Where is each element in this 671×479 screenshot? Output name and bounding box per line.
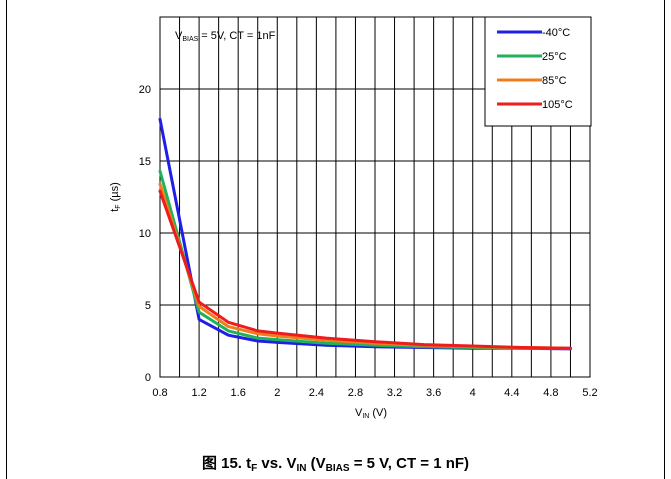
- caption-x-variable: VIN: [286, 455, 307, 474]
- y-tick-labels: 0 5 10 15 20: [139, 84, 151, 384]
- caption-y-variable: tF: [246, 455, 258, 474]
- caption-figure-number: 图 15.: [201, 455, 242, 472]
- plot-area: [159, 16, 591, 378]
- legend-label: 85°C: [542, 75, 567, 87]
- y-tick-label: 5: [145, 300, 151, 312]
- x-tick-labels: 0.8 1.2 1.6 2 2.4 2.8 3.2 3.6 4 4.4 4.8 5.2: [152, 387, 597, 399]
- x-tick-label: 4.8: [543, 387, 558, 399]
- series-line: [158, 117, 572, 351]
- legend: -40°C 25°C 85°C 105°C: [484, 16, 592, 127]
- x-tick-label: 3.6: [426, 387, 441, 399]
- x-tick-label: 5.2: [582, 387, 597, 399]
- legend-label: -40°C: [542, 27, 570, 39]
- caption-conditions: (VBIAS = 5 V, CT = 1 nF): [310, 455, 470, 474]
- y-tick-label: 15: [139, 156, 151, 168]
- x-tick-label: 1.2: [191, 387, 206, 399]
- x-tick-label: 4: [470, 387, 476, 399]
- y-axis-label: tF(µs): [109, 182, 122, 212]
- frame-right-border: [664, 0, 665, 479]
- legend-label: 25°C: [542, 51, 567, 63]
- legend-label: 105°C: [542, 99, 573, 111]
- series-lines: [158, 117, 572, 351]
- x-tick-label: 2.8: [348, 387, 363, 399]
- series-line: [158, 189, 572, 350]
- caption-vs: vs.: [261, 455, 283, 472]
- x-tick-label: 0.8: [152, 387, 167, 399]
- figure-caption: 图 15. tF vs. VIN (VBIAS = 5 V, CT = 1 nF…: [0, 452, 671, 474]
- x-tick-label: 1.6: [231, 387, 246, 399]
- frame-left-border: [6, 0, 7, 479]
- series-line: [158, 182, 572, 350]
- y-tick-label: 20: [139, 84, 151, 96]
- x-tick-label: 4.4: [504, 387, 519, 399]
- condition-annotation: VBIAS = 5V, CT = 1nF: [175, 30, 276, 43]
- y-tick-label: 10: [139, 228, 151, 240]
- legend-box: [484, 16, 592, 127]
- y-tick-label: 0: [145, 372, 151, 384]
- x-tick-label: 2: [274, 387, 280, 399]
- x-tick-label: 3.2: [387, 387, 402, 399]
- x-tick-label: 2.4: [309, 387, 324, 399]
- grid: [160, 17, 590, 377]
- x-axis-label: VIN (V): [355, 407, 387, 420]
